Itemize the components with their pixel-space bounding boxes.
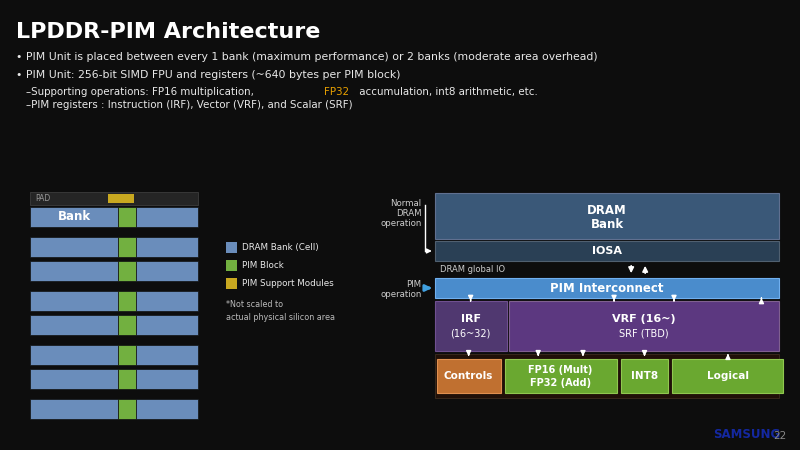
- FancyBboxPatch shape: [226, 278, 237, 289]
- FancyBboxPatch shape: [108, 194, 134, 203]
- Text: operation: operation: [380, 219, 422, 228]
- FancyBboxPatch shape: [118, 237, 136, 257]
- FancyBboxPatch shape: [30, 345, 118, 365]
- Text: INT8: INT8: [631, 371, 658, 381]
- Text: IOSA: IOSA: [592, 246, 622, 256]
- Text: FP32 (Add): FP32 (Add): [530, 378, 591, 388]
- FancyBboxPatch shape: [437, 359, 501, 393]
- Text: SRF (TBD): SRF (TBD): [619, 329, 669, 339]
- FancyBboxPatch shape: [118, 261, 136, 281]
- FancyBboxPatch shape: [621, 359, 669, 393]
- Text: accumulation, int8 arithmetic, etc.: accumulation, int8 arithmetic, etc.: [356, 87, 538, 97]
- FancyBboxPatch shape: [136, 399, 198, 419]
- FancyBboxPatch shape: [434, 301, 506, 351]
- FancyBboxPatch shape: [30, 207, 118, 227]
- FancyBboxPatch shape: [505, 359, 617, 393]
- Text: Logical: Logical: [707, 371, 749, 381]
- Text: SAMSUNG: SAMSUNG: [714, 428, 781, 441]
- Text: –PIM registers : Instruction (IRF), Vector (VRF), and Scalar (SRF): –PIM registers : Instruction (IRF), Vect…: [26, 100, 353, 110]
- Text: IRF: IRF: [461, 314, 481, 324]
- FancyBboxPatch shape: [118, 345, 136, 365]
- FancyBboxPatch shape: [434, 193, 779, 239]
- FancyBboxPatch shape: [118, 207, 136, 227]
- Text: DRAM: DRAM: [396, 209, 422, 218]
- FancyBboxPatch shape: [118, 291, 136, 311]
- FancyBboxPatch shape: [509, 301, 779, 351]
- FancyBboxPatch shape: [434, 278, 779, 298]
- Text: operation: operation: [380, 290, 422, 299]
- Text: Normal: Normal: [390, 199, 422, 208]
- FancyBboxPatch shape: [226, 260, 237, 271]
- Text: • PIM Unit is placed between every 1 bank (maximum performance) or 2 banks (mode: • PIM Unit is placed between every 1 ban…: [16, 52, 598, 62]
- FancyBboxPatch shape: [136, 237, 198, 257]
- FancyBboxPatch shape: [30, 291, 118, 311]
- FancyBboxPatch shape: [673, 359, 783, 393]
- Text: PAD: PAD: [35, 194, 50, 203]
- FancyBboxPatch shape: [30, 369, 118, 389]
- Text: FP16 (Mult): FP16 (Mult): [528, 365, 593, 375]
- Text: LPDDR-PIM Architecture: LPDDR-PIM Architecture: [16, 22, 320, 42]
- Text: VRF (16~): VRF (16~): [612, 314, 676, 324]
- FancyBboxPatch shape: [226, 242, 237, 253]
- Text: 22: 22: [774, 431, 786, 441]
- FancyBboxPatch shape: [30, 261, 118, 281]
- Text: *Not scaled to
actual physical silicon area: *Not scaled to actual physical silicon a…: [226, 300, 335, 321]
- FancyBboxPatch shape: [30, 192, 198, 205]
- Text: PIM Interconnect: PIM Interconnect: [550, 282, 664, 294]
- FancyBboxPatch shape: [136, 369, 198, 389]
- Text: Controls: Controls: [444, 371, 494, 381]
- FancyBboxPatch shape: [118, 315, 136, 335]
- Text: DRAM global IO: DRAM global IO: [440, 265, 505, 274]
- Text: –Supporting operations: FP16 multiplication,: –Supporting operations: FP16 multiplicat…: [26, 87, 257, 97]
- Text: (16~32): (16~32): [450, 329, 491, 339]
- FancyBboxPatch shape: [434, 354, 779, 398]
- FancyBboxPatch shape: [30, 399, 118, 419]
- FancyBboxPatch shape: [136, 207, 198, 227]
- Text: Bank: Bank: [590, 217, 624, 230]
- Text: • PIM Unit: 256-bit SIMD FPU and registers (~640 bytes per PIM block): • PIM Unit: 256-bit SIMD FPU and registe…: [16, 70, 401, 80]
- FancyBboxPatch shape: [434, 241, 779, 261]
- Text: PIM: PIM: [406, 280, 422, 289]
- Text: PIM Block: PIM Block: [242, 261, 283, 270]
- Text: DRAM Bank (Cell): DRAM Bank (Cell): [242, 243, 318, 252]
- FancyBboxPatch shape: [136, 315, 198, 335]
- Text: PIM Support Modules: PIM Support Modules: [242, 279, 334, 288]
- FancyBboxPatch shape: [118, 369, 136, 389]
- FancyBboxPatch shape: [30, 237, 118, 257]
- Text: DRAM: DRAM: [587, 204, 627, 217]
- FancyBboxPatch shape: [118, 399, 136, 419]
- Text: Bank: Bank: [58, 211, 90, 224]
- FancyBboxPatch shape: [136, 261, 198, 281]
- FancyBboxPatch shape: [30, 315, 118, 335]
- FancyBboxPatch shape: [136, 291, 198, 311]
- FancyBboxPatch shape: [136, 345, 198, 365]
- Text: FP32: FP32: [324, 87, 349, 97]
